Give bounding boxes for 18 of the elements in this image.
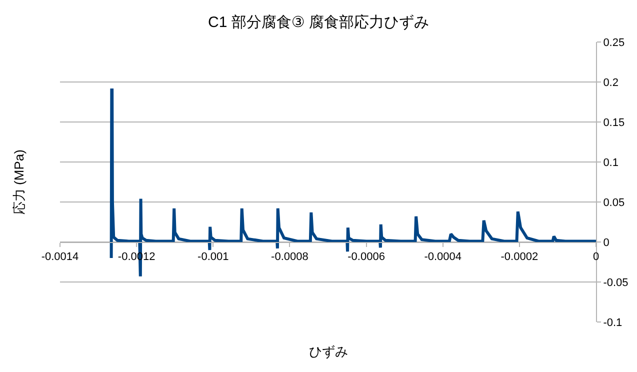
x-tick-label: -0.0002	[500, 251, 538, 264]
y-tick-label: -0.1	[603, 316, 622, 329]
chart-title: C1 部分腐食③ 腐食部応力ひずみ	[208, 14, 429, 32]
x-tick-label: -0.0006	[348, 251, 385, 264]
y-tick-label: 0.1	[603, 156, 618, 169]
x-tick-label: -0.0008	[271, 251, 308, 264]
y-axis-title: 応力 (MPa)	[12, 150, 27, 215]
y-tick-label: 0.15	[603, 116, 625, 129]
y-tick-label: 0	[603, 236, 610, 249]
x-tick-label: -0.0004	[424, 251, 462, 264]
y-tick-label: 0.2	[603, 76, 618, 89]
x-tick-label: -0.0014	[41, 251, 79, 264]
x-tick-label: 0	[592, 251, 600, 264]
y-tick-label: -0.05	[603, 276, 628, 289]
x-tick-label: -0.001	[198, 251, 229, 264]
x-axis-title: ひずみ	[309, 344, 348, 359]
y-tick-label: 0.05	[603, 196, 625, 209]
y-tick-label: 0.25	[603, 36, 625, 49]
